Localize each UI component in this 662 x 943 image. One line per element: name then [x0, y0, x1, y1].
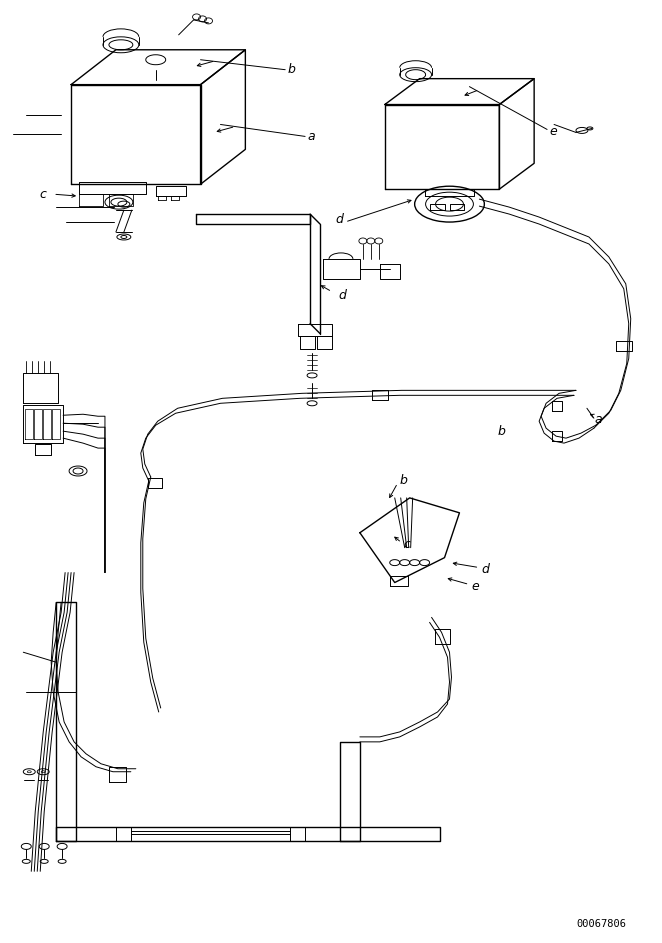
Text: e: e — [471, 580, 479, 593]
Text: a: a — [307, 130, 314, 143]
Text: b: b — [400, 474, 408, 488]
Text: a: a — [595, 413, 602, 425]
Text: e: e — [549, 124, 557, 138]
Text: 00067806: 00067806 — [577, 919, 627, 929]
Text: d: d — [335, 212, 343, 225]
Text: b: b — [287, 63, 295, 76]
Text: c: c — [39, 188, 46, 201]
Text: b: b — [497, 424, 505, 438]
Text: c: c — [404, 538, 410, 552]
Text: d: d — [338, 290, 346, 303]
Text: d: d — [481, 563, 489, 576]
